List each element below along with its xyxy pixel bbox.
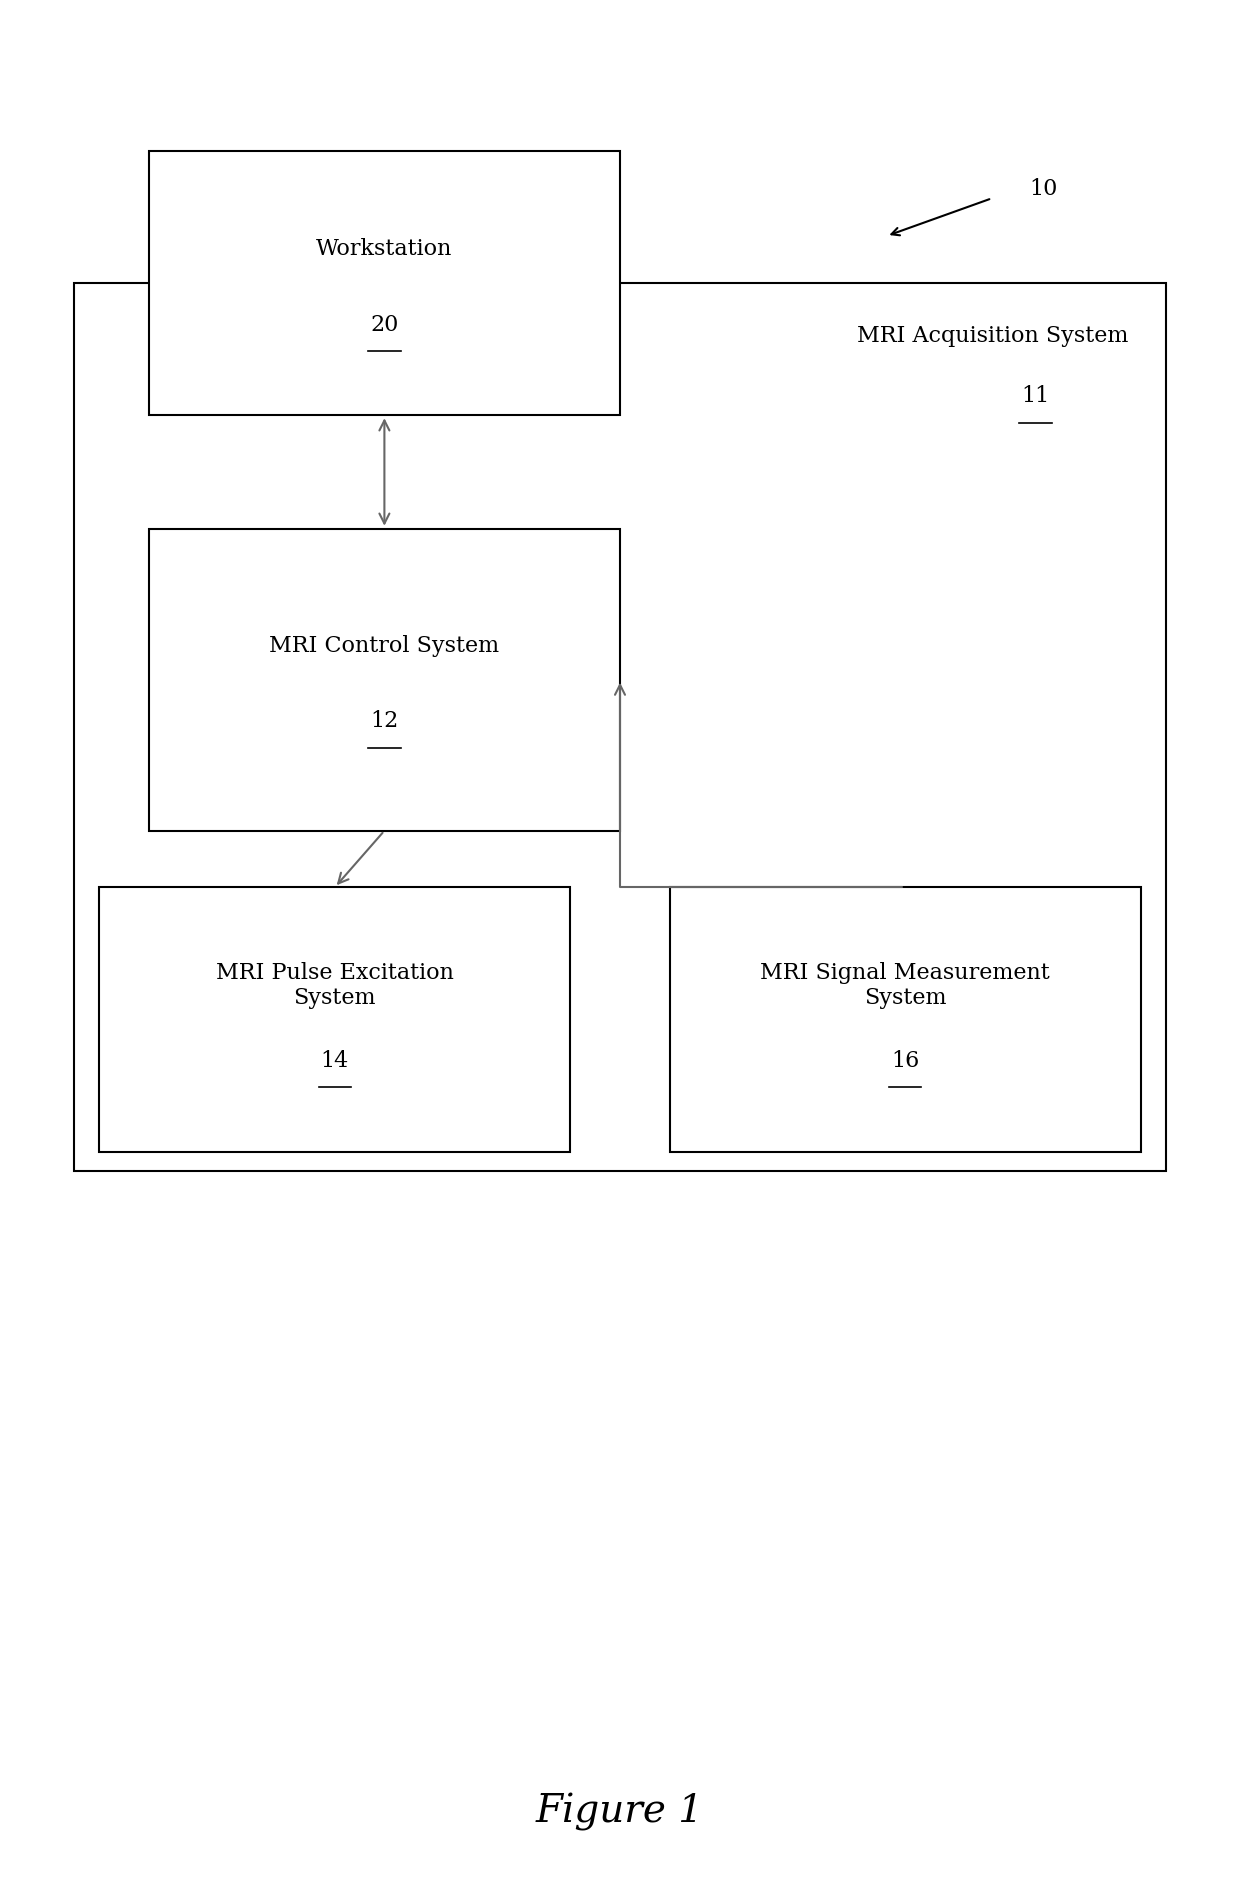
- Bar: [74, 283, 1166, 1171]
- Text: Figure 1: Figure 1: [536, 1794, 704, 1831]
- Bar: [99, 887, 570, 1152]
- Text: Workstation: Workstation: [316, 238, 453, 261]
- Text: 16: 16: [892, 1050, 919, 1072]
- Text: 10: 10: [1029, 177, 1058, 200]
- Bar: [149, 151, 620, 415]
- Text: 20: 20: [371, 313, 398, 336]
- Text: MRI Control System: MRI Control System: [269, 634, 500, 657]
- Bar: [149, 529, 620, 831]
- Text: MRI Acquisition System: MRI Acquisition System: [857, 325, 1128, 347]
- Text: 12: 12: [371, 710, 398, 733]
- Text: MRI Pulse Excitation
System: MRI Pulse Excitation System: [216, 961, 454, 1010]
- Text: 14: 14: [321, 1050, 348, 1072]
- Text: MRI Signal Measurement
System: MRI Signal Measurement System: [760, 961, 1050, 1010]
- Text: 11: 11: [1022, 385, 1049, 408]
- Bar: [670, 887, 1141, 1152]
